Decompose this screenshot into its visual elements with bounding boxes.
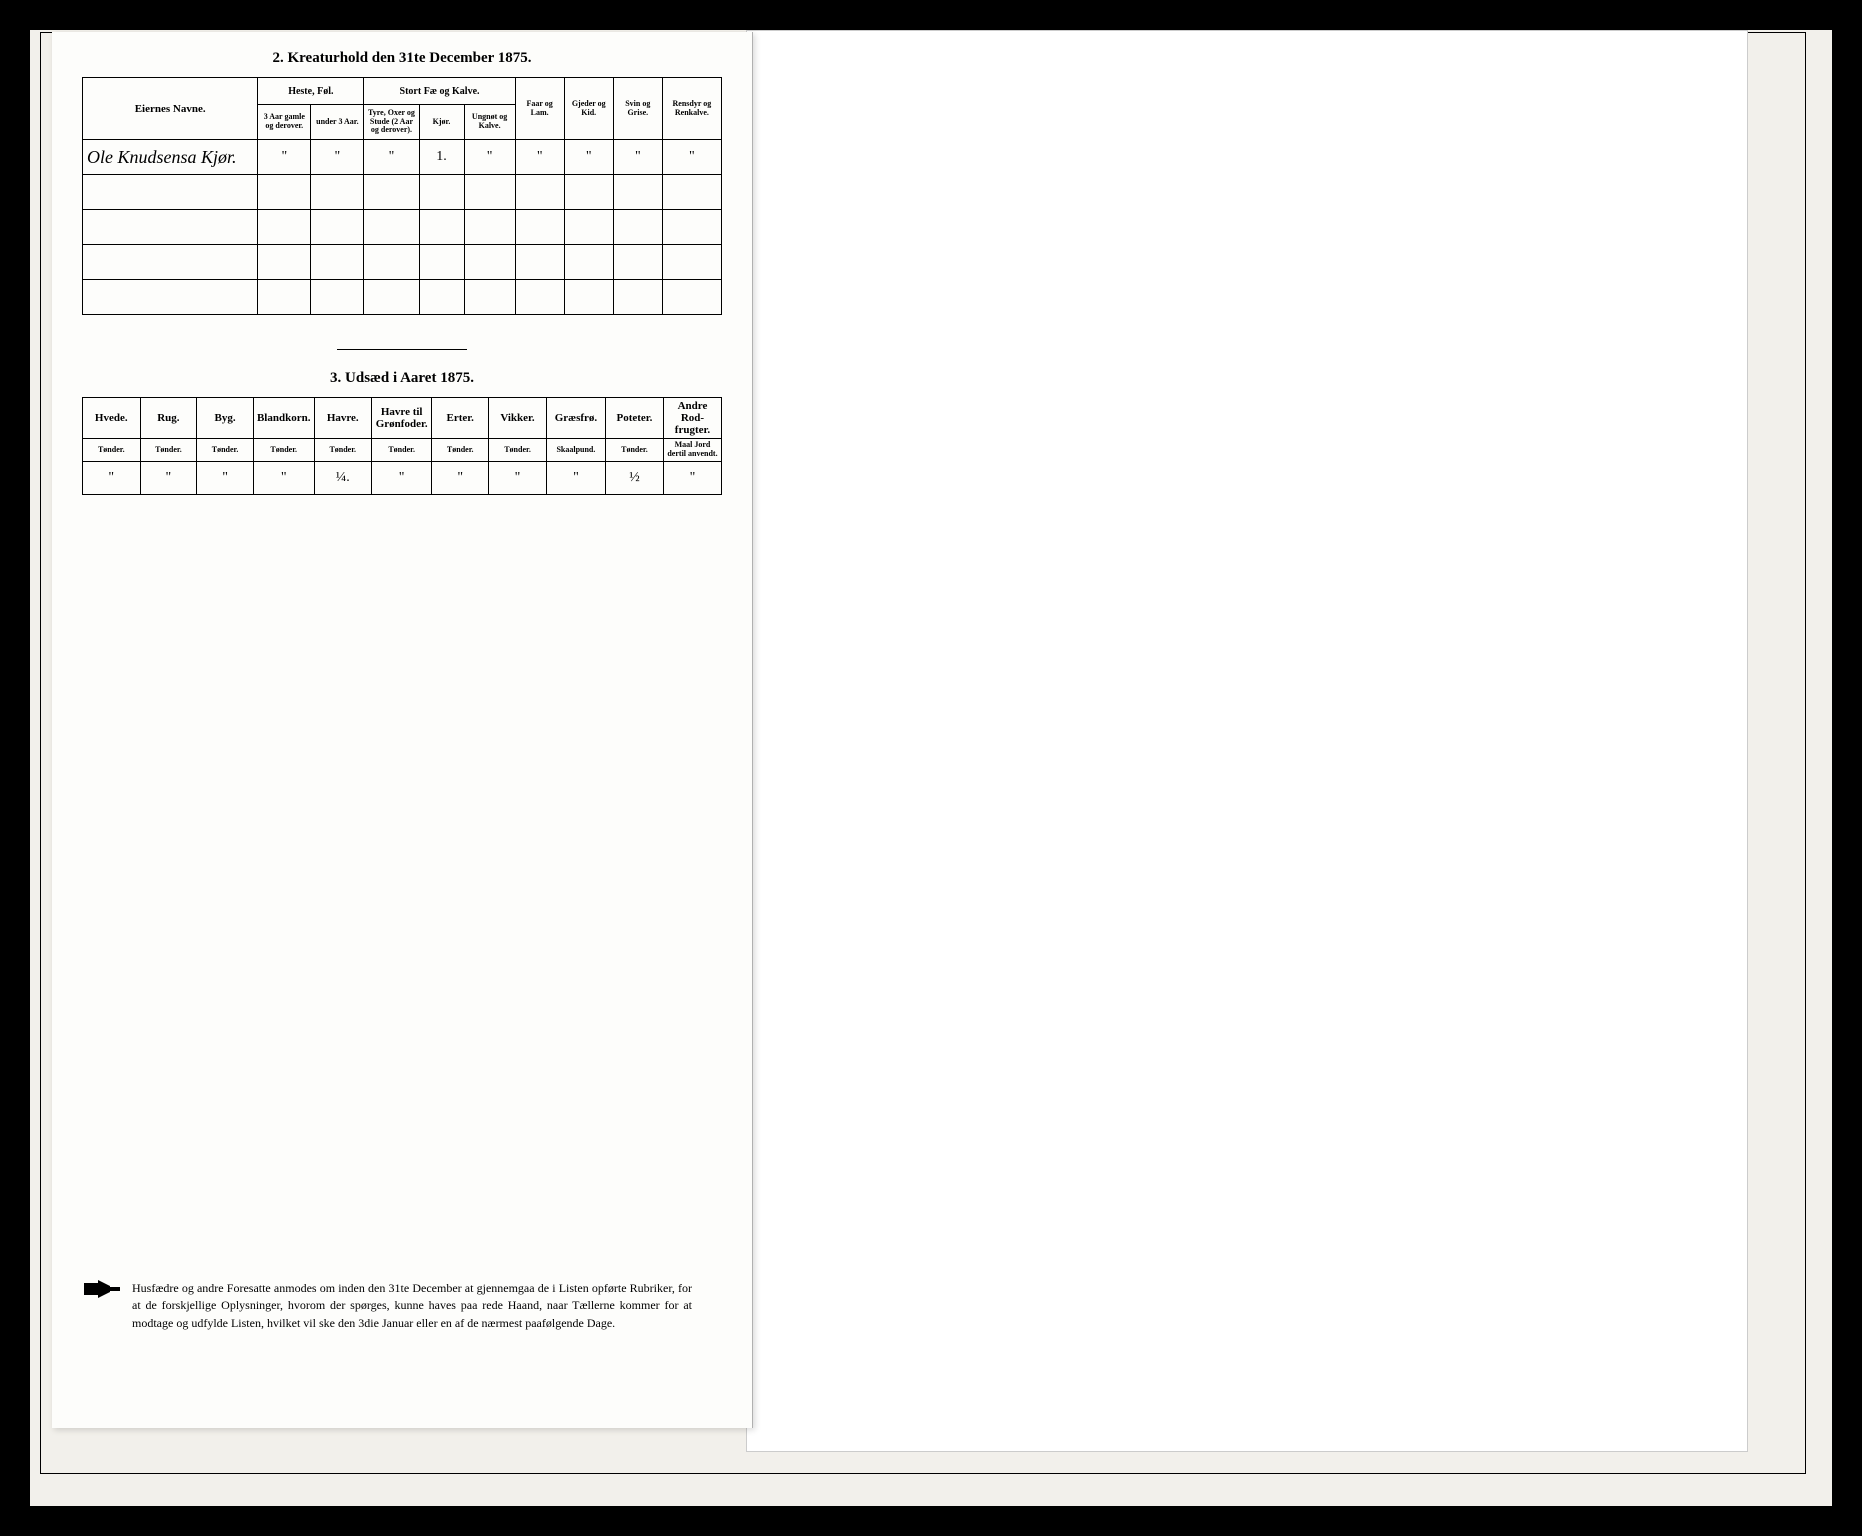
col-c3: Ungnøt og Kalve. — [464, 105, 515, 140]
col-reindeer: Rensdyr og Renkalve. — [662, 78, 721, 140]
s3c5h: Havre til Grønfoder. — [371, 398, 431, 439]
col-c2: Kjør. — [419, 105, 464, 140]
v6: " — [564, 140, 613, 175]
v4: " — [464, 140, 515, 175]
v2: " — [364, 140, 419, 175]
sv3: " — [253, 461, 314, 494]
sv0: " — [83, 461, 141, 494]
sv9: ½ — [605, 461, 663, 494]
s3c2s: Tønder. — [197, 439, 254, 462]
sv10: " — [663, 461, 721, 494]
v1: " — [311, 140, 364, 175]
owner-name: Ole Knudsensa Kjør. — [83, 140, 258, 175]
pointing-hand-icon — [84, 1280, 120, 1298]
v0: " — [258, 140, 311, 175]
footer-note-text: Husfædre og andre Foresatte anmodes om i… — [132, 1281, 692, 1330]
col-h2: under 3 Aar. — [311, 105, 364, 140]
sv7: " — [489, 461, 547, 494]
sv8: " — [546, 461, 605, 494]
col-sheep: Faar og Lam. — [515, 78, 564, 140]
sv6: " — [432, 461, 489, 494]
s3c8h: Græsfrø. — [546, 398, 605, 439]
col-goats: Gjeder og Kid. — [564, 78, 613, 140]
s3c0h: Hvede. — [83, 398, 141, 439]
s3c4h: Havre. — [314, 398, 371, 439]
s3c6s: Tønder. — [432, 439, 489, 462]
s3c10s: Maal Jord dertil anvendt. — [663, 439, 721, 462]
section-divider — [337, 349, 467, 350]
s3c3s: Tønder. — [253, 439, 314, 462]
footer-note-block: Husfædre og andre Foresatte anmodes om i… — [132, 1280, 692, 1332]
group-cattle: Stort Fæ og Kalve. — [364, 78, 515, 105]
v8: " — [662, 140, 721, 175]
s3c3h: Blandkorn. — [253, 398, 314, 439]
s3c10h: Andre Rod-frugter. — [663, 398, 721, 439]
s3c7s: Tønder. — [489, 439, 547, 462]
v3: 1. — [419, 140, 464, 175]
col-c1: Tyre, Oxer og Stude (2 Aar og derover). — [364, 105, 419, 140]
s3c7h: Vikker. — [489, 398, 547, 439]
livestock-table: Eiernes Navne. Heste, Føl. Stort Fæ og K… — [82, 77, 722, 315]
group-horses: Heste, Føl. — [258, 78, 364, 105]
s3c4s: Tønder. — [314, 439, 371, 462]
col-h1: 3 Aar gamle og derover. — [258, 105, 311, 140]
sv5: " — [371, 461, 431, 494]
col-pigs: Svin og Grise. — [613, 78, 662, 140]
s3c9s: Tønder. — [605, 439, 663, 462]
s3c8s: Skaalpund. — [546, 439, 605, 462]
sv1: " — [140, 461, 197, 494]
v7: " — [613, 140, 662, 175]
sv2: " — [197, 461, 254, 494]
col-owner: Eiernes Navne. — [83, 78, 258, 140]
s3c2h: Byg. — [197, 398, 254, 439]
section2-title: 2. Kreaturhold den 31te December 1875. — [52, 50, 752, 67]
left-form-page: 2. Kreaturhold den 31te December 1875. E… — [52, 32, 753, 1428]
s3c9h: Poteter. — [605, 398, 663, 439]
s3c1h: Rug. — [140, 398, 197, 439]
sowing-table: Hvede. Rug. Byg. Blandkorn. Havre. Havre… — [82, 397, 722, 495]
s3c0s: Tønder. — [83, 439, 141, 462]
right-blank-page — [746, 30, 1748, 1452]
s3c5s: Tønder. — [371, 439, 431, 462]
v5: " — [515, 140, 564, 175]
sv4: ¼. — [314, 461, 371, 494]
s3c1s: Tønder. — [140, 439, 197, 462]
s3c6h: Erter. — [432, 398, 489, 439]
section3-title: 3. Udsæd i Aaret 1875. — [52, 370, 752, 387]
